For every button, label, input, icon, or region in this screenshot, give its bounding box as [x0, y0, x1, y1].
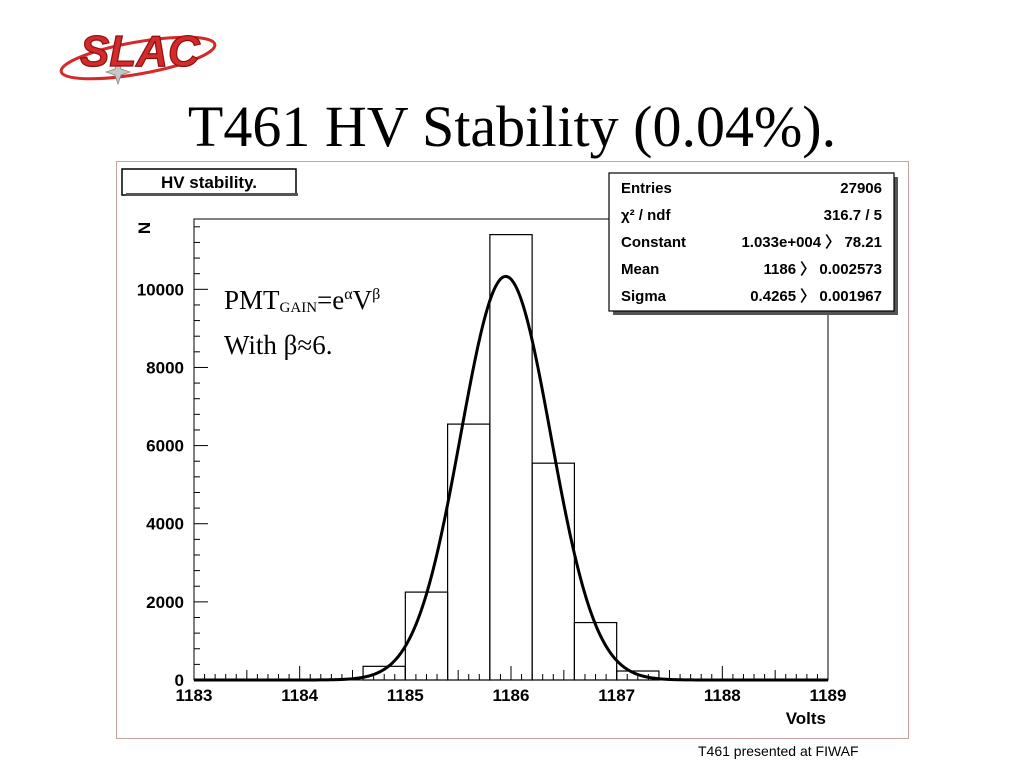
y-tick-label: 4000 [146, 515, 184, 534]
histogram-bar [489, 234, 533, 681]
stats-value: 27906 [840, 180, 882, 197]
x-tick-label: 1187 [598, 686, 635, 705]
stats-label: χ² / ndf [621, 207, 671, 224]
x-tick-label: 1188 [704, 686, 741, 705]
x-tick-label: 1189 [810, 686, 847, 705]
histogram-chart: HV stability. 1183 1184 1185 1186 1187 1188 11… [121, 168, 898, 728]
x-axis-label: Volts [786, 709, 826, 728]
stats-value: 1.033e+004 〉 78.21 [741, 233, 882, 251]
histogram-bar [447, 423, 491, 681]
x-tick-label: 1185 [387, 686, 424, 705]
stats-label: Entries [621, 180, 672, 197]
stats-label: Constant [621, 234, 686, 251]
x-tick-label: 1186 [493, 686, 530, 705]
slide-title: T461 HV Stability (0.04%). [187, 94, 837, 159]
y-tick-label: 0 [175, 671, 184, 690]
formula-annotation: PMTGAIN=eαVβ With β≈6. [224, 276, 380, 364]
stats-label: Sigma [621, 288, 667, 305]
formula-line: PMTGAIN=eαVβ [224, 285, 381, 316]
y-tick-label: 10000 [137, 280, 184, 299]
stats-value: 316.7 / 5 [824, 207, 882, 224]
plot-area: 1183 1184 1185 1186 1187 1188 1189 0 2000 4000 600… [137, 218, 847, 705]
stats-label: Mean [621, 261, 659, 278]
slac-logo: SLAC [59, 26, 217, 86]
stats-value: 0.4265 〉 0.001967 [750, 287, 882, 305]
beta-note: With β≈6. [224, 330, 333, 360]
y-tick-label: 6000 [146, 437, 184, 456]
logo-star-icon [104, 58, 132, 86]
stats-value: 1186 〉 0.002573 [764, 260, 882, 278]
histogram-bar [531, 462, 575, 681]
x-tick-label: 1184 [281, 686, 318, 705]
histogram-bar [616, 670, 660, 681]
y-axis-label: N [135, 222, 154, 234]
logo-orbit [59, 35, 217, 81]
y-tick-label: 2000 [146, 593, 184, 612]
footer-text: T461 presented at FIWAF [698, 743, 859, 759]
gaussian-fit-curve [194, 274, 828, 682]
y-tick-label: 8000 [146, 358, 184, 377]
x-tick-label: 1183 [176, 686, 213, 705]
logo-text: SLAC [80, 27, 201, 76]
stats-box: Entries 27906 χ² / ndf 316.7 / 5 Constant 1.0… [608, 172, 898, 315]
chart-title: HV stability. [161, 173, 257, 192]
